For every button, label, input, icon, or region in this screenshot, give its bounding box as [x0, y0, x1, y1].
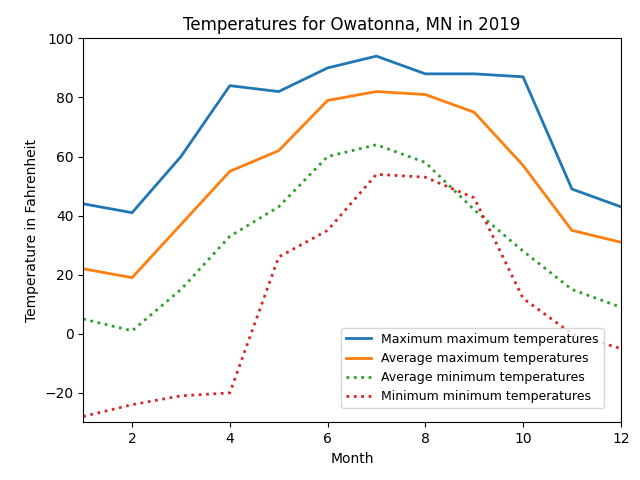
Maximum maximum temperatures	[568, 186, 576, 192]
Average maximum temperatures	[470, 109, 478, 115]
Average minimum temperatures	[519, 248, 527, 254]
Average minimum temperatures	[568, 287, 576, 292]
Maximum maximum temperatures	[226, 83, 234, 88]
Y-axis label: Temperature in Fahrenheit: Temperature in Fahrenheit	[25, 139, 39, 322]
Maximum maximum temperatures	[128, 210, 136, 216]
Minimum minimum temperatures	[79, 414, 87, 420]
Average minimum temperatures	[617, 304, 625, 310]
Maximum maximum temperatures	[275, 89, 282, 95]
Minimum minimum temperatures	[519, 296, 527, 301]
Average minimum temperatures	[177, 287, 185, 292]
Minimum minimum temperatures	[324, 228, 332, 233]
Line: Minimum minimum temperatures: Minimum minimum temperatures	[83, 174, 621, 417]
Line: Average maximum temperatures: Average maximum temperatures	[83, 92, 621, 277]
Minimum minimum temperatures	[422, 174, 429, 180]
Minimum minimum temperatures	[128, 402, 136, 408]
Average maximum temperatures	[324, 97, 332, 103]
Maximum maximum temperatures	[617, 204, 625, 210]
Maximum maximum temperatures	[519, 74, 527, 80]
Minimum minimum temperatures	[372, 171, 380, 177]
Average maximum temperatures	[568, 228, 576, 233]
Average maximum temperatures	[422, 92, 429, 97]
Minimum minimum temperatures	[470, 195, 478, 201]
X-axis label: Month: Month	[330, 452, 374, 466]
Maximum maximum temperatures	[324, 65, 332, 71]
Average minimum temperatures	[324, 154, 332, 159]
Minimum minimum temperatures	[226, 390, 234, 396]
Maximum maximum temperatures	[177, 154, 185, 159]
Minimum minimum temperatures	[568, 331, 576, 336]
Average minimum temperatures	[422, 159, 429, 165]
Minimum minimum temperatures	[617, 346, 625, 351]
Maximum maximum temperatures	[422, 71, 429, 77]
Legend: Maximum maximum temperatures, Average maximum temperatures, Average minimum temp: Maximum maximum temperatures, Average ma…	[341, 328, 604, 408]
Average minimum temperatures	[128, 328, 136, 334]
Maximum maximum temperatures	[79, 201, 87, 207]
Minimum minimum temperatures	[177, 393, 185, 399]
Minimum minimum temperatures	[275, 254, 282, 260]
Average maximum temperatures	[372, 89, 380, 95]
Average maximum temperatures	[177, 222, 185, 228]
Average maximum temperatures	[128, 275, 136, 280]
Average maximum temperatures	[226, 168, 234, 174]
Average minimum temperatures	[470, 207, 478, 213]
Title: Temperatures for Owatonna, MN in 2019: Temperatures for Owatonna, MN in 2019	[183, 16, 521, 34]
Maximum maximum temperatures	[372, 53, 380, 59]
Maximum maximum temperatures	[470, 71, 478, 77]
Average maximum temperatures	[275, 148, 282, 154]
Average maximum temperatures	[617, 240, 625, 245]
Average maximum temperatures	[79, 266, 87, 272]
Average minimum temperatures	[226, 233, 234, 239]
Line: Maximum maximum temperatures: Maximum maximum temperatures	[83, 56, 621, 213]
Average minimum temperatures	[372, 142, 380, 148]
Line: Average minimum temperatures: Average minimum temperatures	[83, 145, 621, 331]
Average minimum temperatures	[79, 316, 87, 322]
Average maximum temperatures	[519, 163, 527, 168]
Average minimum temperatures	[275, 204, 282, 210]
